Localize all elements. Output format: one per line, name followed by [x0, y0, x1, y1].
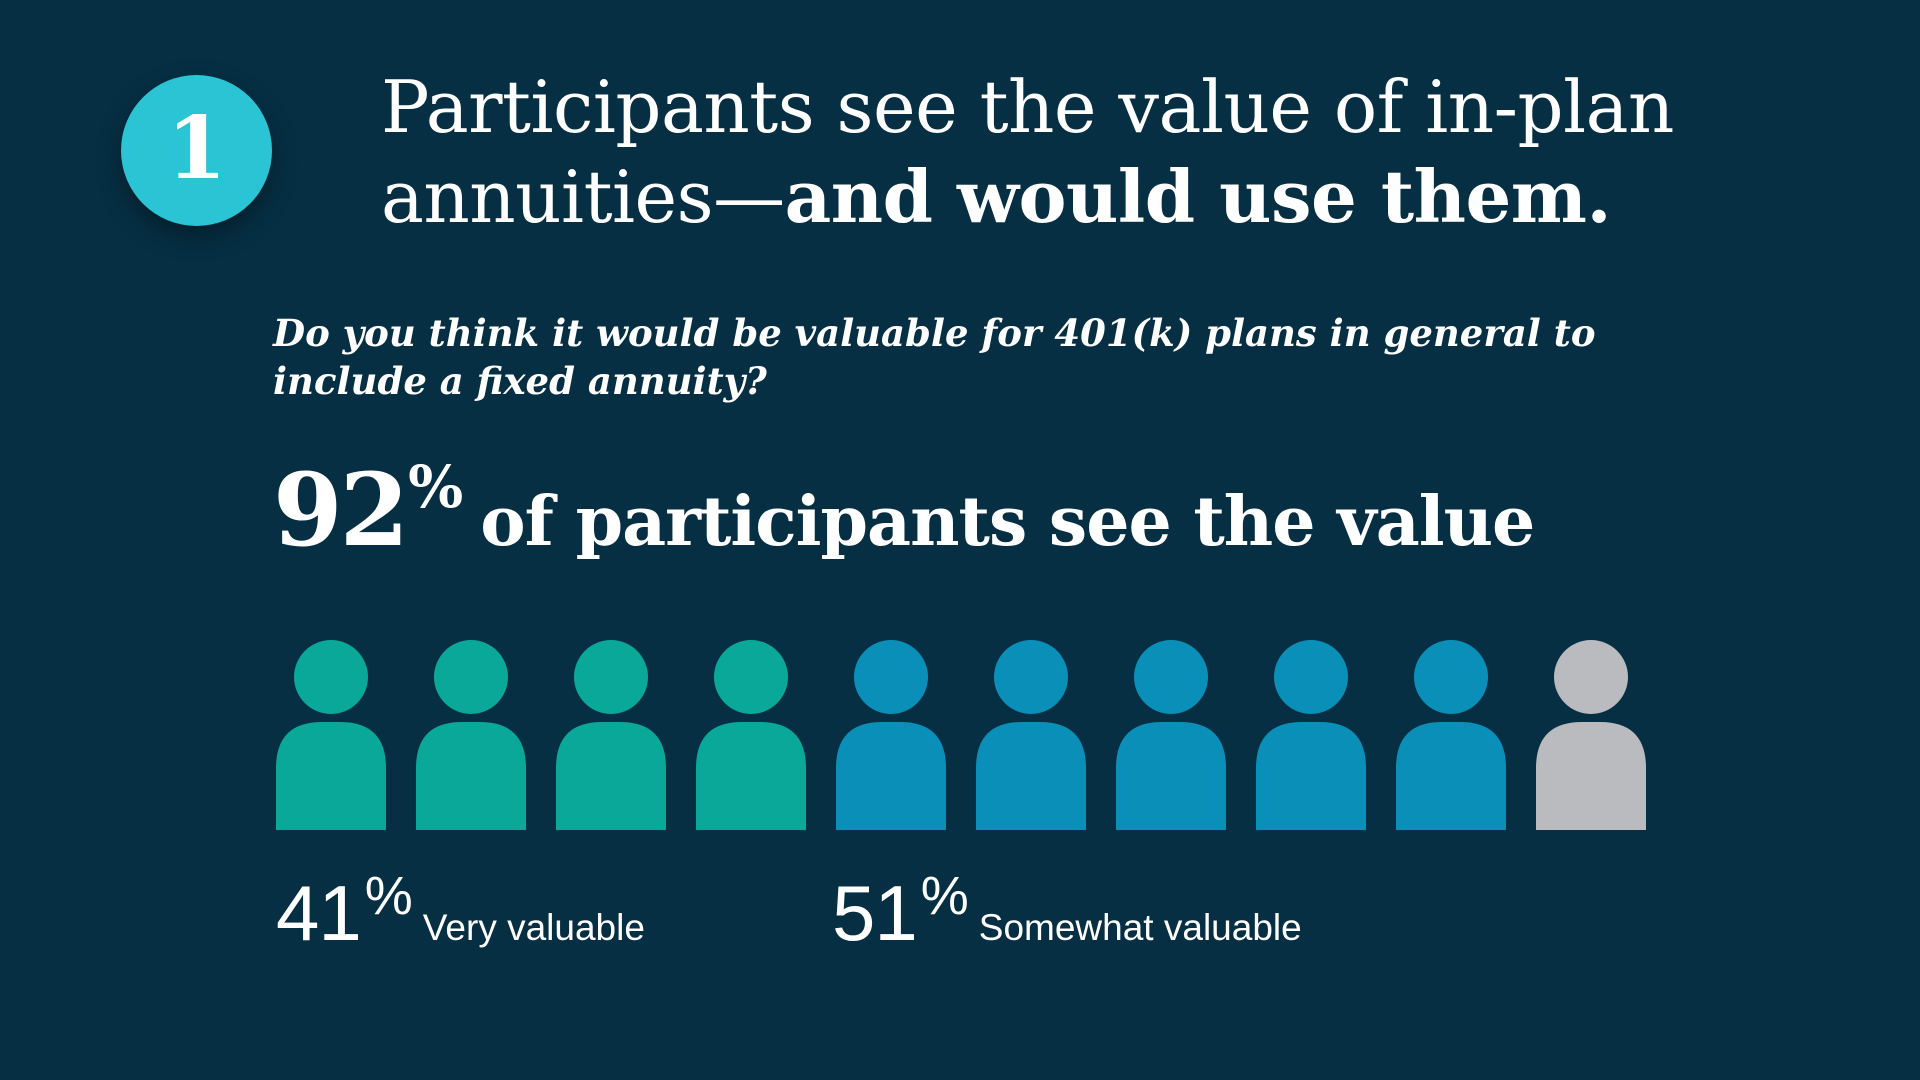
- headline-stat: 92% of participants see the value: [273, 453, 1773, 565]
- person-body: [416, 722, 526, 830]
- survey-question: Do you think it would be valuable for 40…: [273, 311, 1596, 403]
- person-head: [854, 640, 928, 714]
- title-regular: Participants see the value of in-plan an…: [381, 65, 1674, 239]
- person-body: [1396, 722, 1506, 830]
- person-body: [1256, 722, 1366, 830]
- person-head: [294, 640, 368, 714]
- stat-very-valuable: 41%Very valuable: [276, 866, 645, 958]
- step-number-badge: 1: [121, 75, 272, 226]
- stat-somewhat-valuable: 51%Somewhat valuable: [832, 866, 1302, 958]
- person-body: [836, 722, 946, 830]
- person-icon-10: [1536, 640, 1646, 830]
- headline-percent-sign: %: [408, 453, 463, 521]
- person-head: [434, 640, 508, 714]
- stat-somewhat-valuable-value: 51: [832, 869, 918, 957]
- person-head: [1554, 640, 1628, 714]
- page-title: Participants see the value of in-plan an…: [381, 62, 1831, 242]
- person-body: [276, 722, 386, 830]
- stat-very-valuable-percent: %: [364, 866, 413, 926]
- stat-somewhat-valuable-label: Somewhat valuable: [978, 907, 1302, 948]
- stat-very-valuable-value: 41: [276, 869, 362, 957]
- person-head: [714, 640, 788, 714]
- title-bold: and would use them.: [784, 154, 1612, 239]
- person-body: [1536, 722, 1646, 830]
- person-head: [1134, 640, 1208, 714]
- person-icon-6: [976, 640, 1086, 830]
- person-icon-4: [696, 640, 806, 830]
- person-head: [574, 640, 648, 714]
- person-body: [556, 722, 666, 830]
- step-number: 1: [166, 97, 227, 199]
- person-body: [1116, 722, 1226, 830]
- person-icon-2: [416, 640, 526, 830]
- person-body: [976, 722, 1086, 830]
- person-icon-7: [1116, 640, 1226, 830]
- person-icon-8: [1256, 640, 1366, 830]
- person-head: [1414, 640, 1488, 714]
- person-icon-1: [276, 640, 386, 830]
- person-body: [696, 722, 806, 830]
- person-head: [1274, 640, 1348, 714]
- person-head: [994, 640, 1068, 714]
- stat-somewhat-valuable-percent: %: [920, 866, 969, 926]
- person-icon-9: [1396, 640, 1506, 830]
- person-icon-5: [836, 640, 946, 830]
- headline-number: 92: [273, 451, 409, 569]
- headline-text: of participants see the value: [480, 482, 1535, 562]
- person-icon-3: [556, 640, 666, 830]
- stat-very-valuable-label: Very valuable: [422, 907, 645, 948]
